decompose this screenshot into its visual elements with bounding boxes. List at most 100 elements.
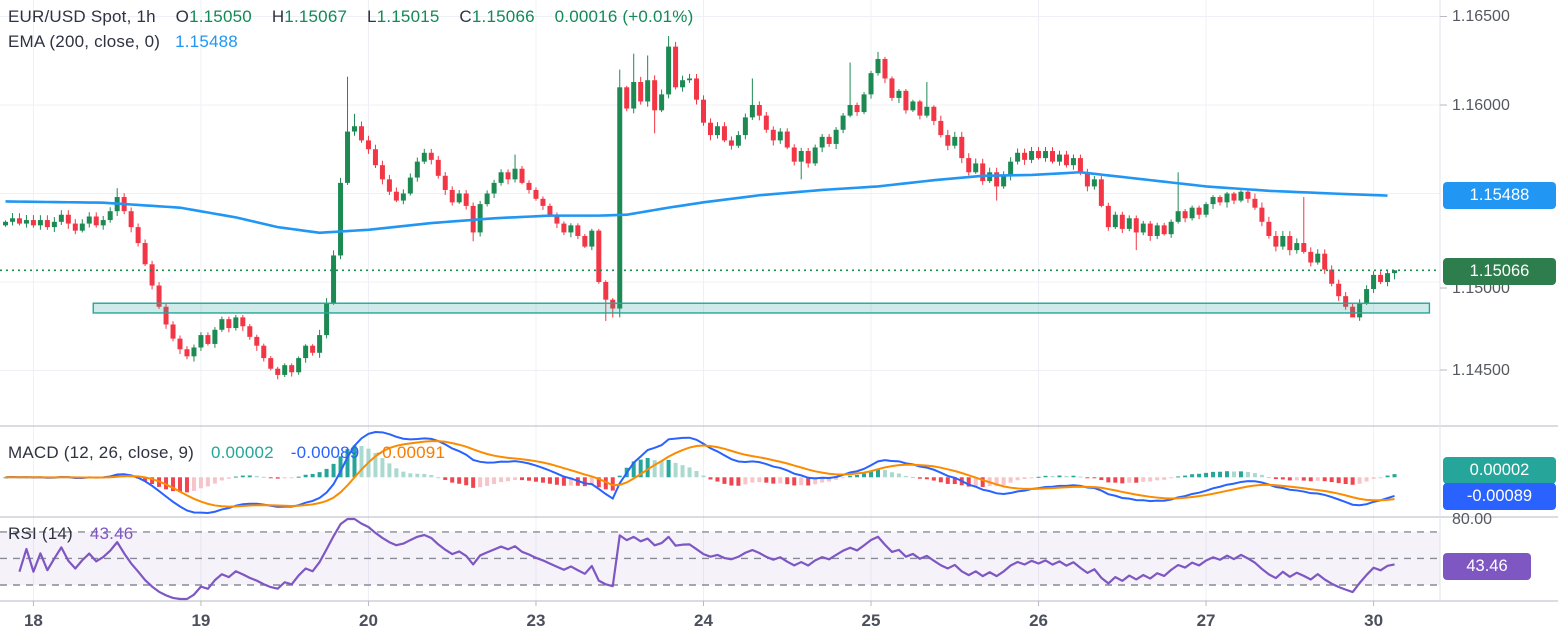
time-label: 26 [1029, 611, 1048, 630]
time-label: 23 [526, 611, 546, 630]
time-label: 19 [191, 611, 211, 630]
support-zone[interactable] [92, 302, 1431, 314]
macd-histogram-bar [1197, 473, 1202, 478]
macd-histogram-bar [247, 475, 252, 478]
macd-histogram-bar [303, 474, 308, 478]
candle-body [233, 317, 239, 329]
symbol-title[interactable]: EUR/USD Spot, 1h [8, 7, 156, 26]
macd-histogram-bar [331, 463, 336, 478]
candle-body [1378, 274, 1384, 282]
candle-body [519, 168, 525, 183]
macd-histogram-bar [1127, 477, 1132, 483]
candle-body [268, 358, 274, 369]
rsi-legend-name[interactable]: RSI (14) [8, 524, 73, 543]
candle-body [30, 220, 36, 226]
macd-histogram-bar [1357, 477, 1362, 484]
macd-histogram-bar [938, 477, 943, 483]
macd-histogram-bar [282, 477, 287, 479]
candle-body [1140, 223, 1146, 233]
price-tick: 1.16500 [1452, 8, 1510, 25]
candle-body [421, 152, 427, 162]
candle-body [484, 193, 490, 205]
candle-body [100, 220, 106, 226]
ema-legend-name[interactable]: EMA (200, close, 0) [8, 32, 161, 51]
macd-histogram-bar [610, 477, 615, 491]
macd-legend-name[interactable]: MACD (12, 26, close, 9) [8, 443, 194, 462]
macd-histogram-bar [296, 476, 301, 478]
candle-body [1266, 221, 1272, 236]
candle-body [191, 347, 197, 357]
candle-body [1050, 151, 1055, 162]
macd-histogram-bar [1029, 477, 1034, 479]
candle-body [247, 326, 253, 337]
macd-histogram-bar [924, 477, 929, 480]
candle-body [72, 223, 78, 231]
macd-histogram-bar [855, 475, 860, 478]
candle-body [805, 151, 811, 164]
candle-body [707, 122, 713, 136]
macd-legend: MACD (12, 26, close, 9) 0.00002 -0.00089… [8, 443, 445, 463]
candle-body [903, 90, 909, 111]
candle-body [547, 205, 553, 215]
candle-body [749, 105, 755, 118]
macd-histogram-bar [736, 477, 741, 486]
macd-histogram-bar [1064, 475, 1069, 478]
ema-line[interactable] [5, 170, 1388, 235]
candle-body [156, 285, 162, 307]
candle-body [1175, 211, 1181, 222]
price-tick: 1.16000 [1452, 97, 1510, 114]
candle-body [645, 80, 651, 102]
macd-histogram-bar [896, 473, 901, 478]
candle-body [959, 136, 965, 159]
candle-body [135, 227, 141, 244]
rsi-line[interactable] [18, 517, 1395, 601]
candle-body [882, 58, 888, 79]
macd-histogram-bar [952, 477, 957, 485]
candle-body [554, 214, 560, 224]
candle-body [1119, 214, 1125, 229]
candle-body [798, 151, 804, 162]
macd-signal-line[interactable] [5, 440, 1395, 508]
macd-histogram-bar [945, 477, 950, 484]
macd-histogram-bar [910, 476, 915, 478]
candle-body [275, 368, 281, 375]
macd-histogram-bar [1078, 476, 1083, 478]
candle-body [854, 105, 860, 113]
candle-body [687, 78, 693, 81]
macd-histogram-bar [345, 449, 350, 478]
candle-body [1280, 235, 1286, 247]
candle-body [819, 136, 825, 148]
candle-body [826, 136, 832, 144]
candle-body [184, 349, 190, 357]
macd-histogram-bar [436, 477, 441, 479]
candle-body [58, 214, 64, 222]
last-price-badge: 1.15066 [1443, 258, 1556, 285]
candle-body [652, 80, 658, 111]
macd-histogram-bar [240, 475, 245, 478]
candle-body [673, 46, 679, 88]
macd-histogram-bar [757, 477, 762, 483]
ohlc-close: C1.15066 [459, 7, 535, 26]
macd-histogram-bar [715, 477, 720, 482]
candle-body [680, 80, 686, 88]
candle-body [952, 136, 958, 146]
macd-histogram-bar [359, 446, 364, 478]
macd-histogram-bar [478, 477, 483, 488]
macd-histogram-bar [1245, 471, 1250, 478]
ohlc-low: L1.15015 [367, 7, 440, 26]
macd-histogram-bar [506, 477, 511, 482]
candle-body [575, 225, 581, 236]
candle-body [924, 106, 930, 116]
candle-body [980, 163, 986, 182]
macd-histogram-bar [275, 477, 280, 479]
macd-histogram-bar [931, 477, 936, 481]
candle-body [742, 117, 748, 136]
rsi-badge: 43.46 [1443, 553, 1531, 580]
candle-body [345, 131, 351, 183]
macd-histogram-bar [792, 477, 797, 486]
candle-body [1063, 154, 1069, 166]
candle-body [1001, 175, 1007, 187]
macd-histogram-bar [171, 477, 176, 492]
rsi-tick: 80.00 [1452, 511, 1493, 528]
